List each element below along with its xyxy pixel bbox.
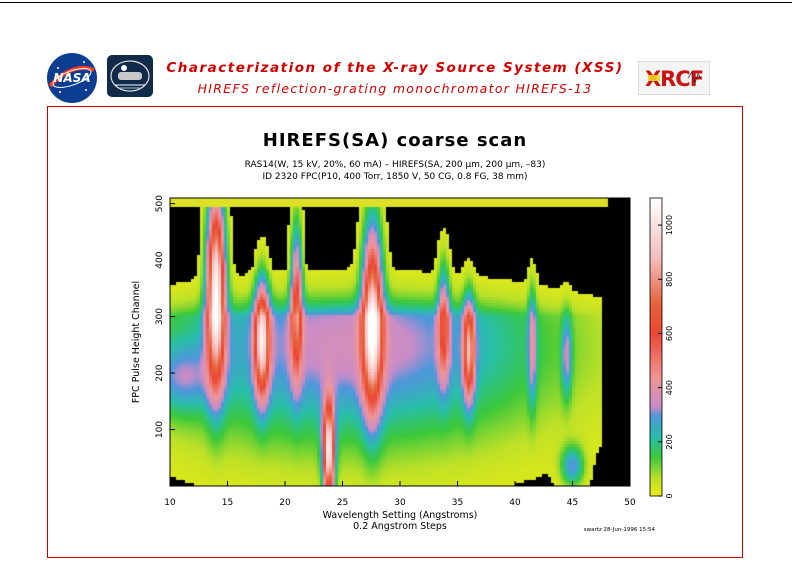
x-tick-label: 15 bbox=[222, 498, 233, 508]
page-subtitle: HIREFS reflection-grating monochromator … bbox=[197, 81, 593, 96]
svg-text:NASA: NASA bbox=[53, 71, 90, 85]
page-title: Characterization of the X-ray Source Sys… bbox=[166, 60, 624, 76]
xss-patch-icon bbox=[107, 55, 153, 97]
footnote: swartz 28-Jun-1996 15:54 bbox=[584, 527, 656, 533]
heatmap-image-wrapper bbox=[170, 198, 630, 486]
chart-frame bbox=[47, 106, 743, 558]
nasa-logo-icon: NASA bbox=[47, 53, 97, 103]
chart-subtitle-1: RAS14(W, 15 kV, 20%, 60 mA) – HIREFS(SA,… bbox=[245, 160, 546, 170]
x-tick-label: 25 bbox=[337, 498, 348, 508]
x-tick-label: 20 bbox=[279, 498, 291, 508]
y-tick-label: 300 bbox=[155, 308, 165, 325]
y-tick-label: 400 bbox=[155, 251, 165, 268]
colorbar-wrapper bbox=[650, 198, 662, 496]
x-axis: 10 15 20 25 30 35 40 45 50 bbox=[164, 481, 636, 508]
x-axis-label: Wavelength Setting (Angstroms) bbox=[323, 510, 478, 521]
colorbar-tick-label: 1000 bbox=[665, 215, 674, 235]
y-tick-label: 100 bbox=[155, 421, 165, 438]
chart-subtitle-2: ID 2320 FPC(P10, 400 Torr, 1850 V, 50 CG… bbox=[262, 172, 527, 182]
colorbar-tick-label: 800 bbox=[665, 272, 674, 287]
y-axis: 100 200 300 400 500 bbox=[155, 195, 175, 438]
colorbar-tick-label: 600 bbox=[665, 326, 674, 341]
y-tick-label: 200 bbox=[155, 364, 165, 381]
colorbar bbox=[649, 197, 663, 497]
colorbar-tick-label: 200 bbox=[665, 434, 674, 449]
x-tick-label: 40 bbox=[509, 498, 521, 508]
y-axis-label: FPC Pulse Height Channel bbox=[131, 281, 142, 403]
xrcf-logo-icon: XRCF bbox=[638, 61, 710, 95]
colorbar-axis: 0 200 400 600 800 1000 bbox=[658, 215, 674, 499]
x-tick-label: 30 bbox=[394, 498, 406, 508]
heatmap-canvas bbox=[170, 198, 630, 486]
x-tick-label: 35 bbox=[452, 498, 463, 508]
x-tick-label: 45 bbox=[567, 498, 578, 508]
x-axis-label-2: 0.2 Angstrom Steps bbox=[353, 521, 447, 532]
x-tick-label: 10 bbox=[164, 498, 176, 508]
y-tick-label: 500 bbox=[155, 195, 165, 212]
colorbar-tick-label: 0 bbox=[665, 493, 674, 498]
top-rule bbox=[0, 2, 792, 3]
colorbar-tick-label: 400 bbox=[665, 380, 674, 395]
x-tick-label: 50 bbox=[624, 498, 636, 508]
chart-title: HIREFS(SA) coarse scan bbox=[263, 130, 527, 151]
